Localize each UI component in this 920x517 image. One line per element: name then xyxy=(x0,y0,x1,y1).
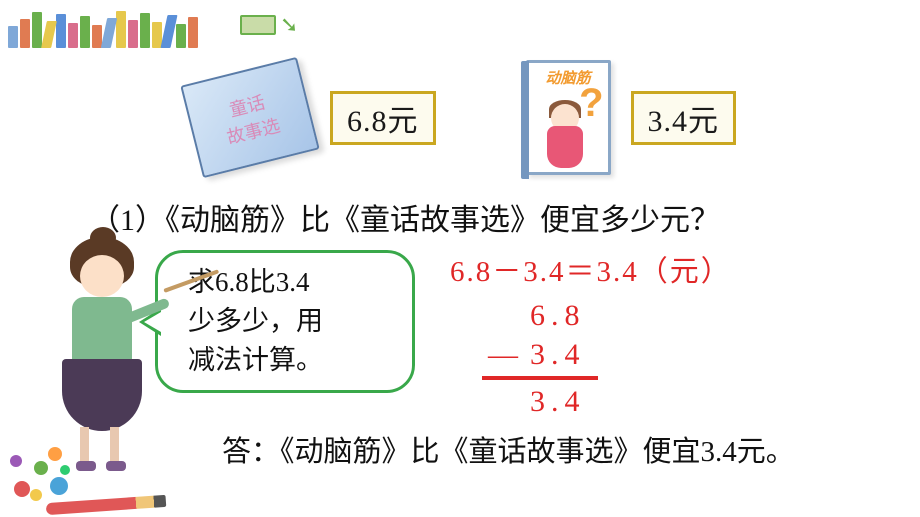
thinking-girl-icon xyxy=(543,96,587,168)
teacher-character xyxy=(36,237,166,475)
question-1: （1）《动脑筋》比《童话故事选》便宜多少元？ xyxy=(90,195,720,239)
hint-bubble: 求6.8比3.4 少多少，用 减法计算。 xyxy=(155,250,415,393)
book-row: 童话 故事选 6.8元 动脑筋 ? 3.4元 xyxy=(190,60,736,175)
corner-tree-decor xyxy=(4,441,74,511)
hint-line-2: 少多少，用 xyxy=(188,306,323,336)
price-fairy: 6.8元 xyxy=(330,91,436,145)
vcalc-top: 6.8 xyxy=(530,296,586,335)
book-brain-exercise: 动脑筋 ? xyxy=(526,60,611,175)
equation: 6.8－3.4＝3.4（元） xyxy=(450,248,732,290)
vcalc-result: 3.4 xyxy=(530,382,586,421)
price-brain: 3.4元 xyxy=(631,91,737,145)
vcalc-minus: — xyxy=(488,335,524,374)
hint-line-3: 减法计算。 xyxy=(188,345,323,375)
vertical-calc: 6.8 — 3.4 3.4 xyxy=(530,296,586,421)
answer-line: 答：《动脑筋》比《童话故事选》便宜3.4元。 xyxy=(222,428,795,470)
bookshelf-decor xyxy=(8,8,198,48)
book-fairy-tales: 童话 故事选 xyxy=(180,57,319,178)
vcalc-rule xyxy=(482,376,598,380)
green-books-decor: ➘ xyxy=(240,12,298,38)
hint-line-1: 求6.8比3.4 xyxy=(188,267,310,297)
vcalc-sub: 3.4 xyxy=(530,338,586,371)
